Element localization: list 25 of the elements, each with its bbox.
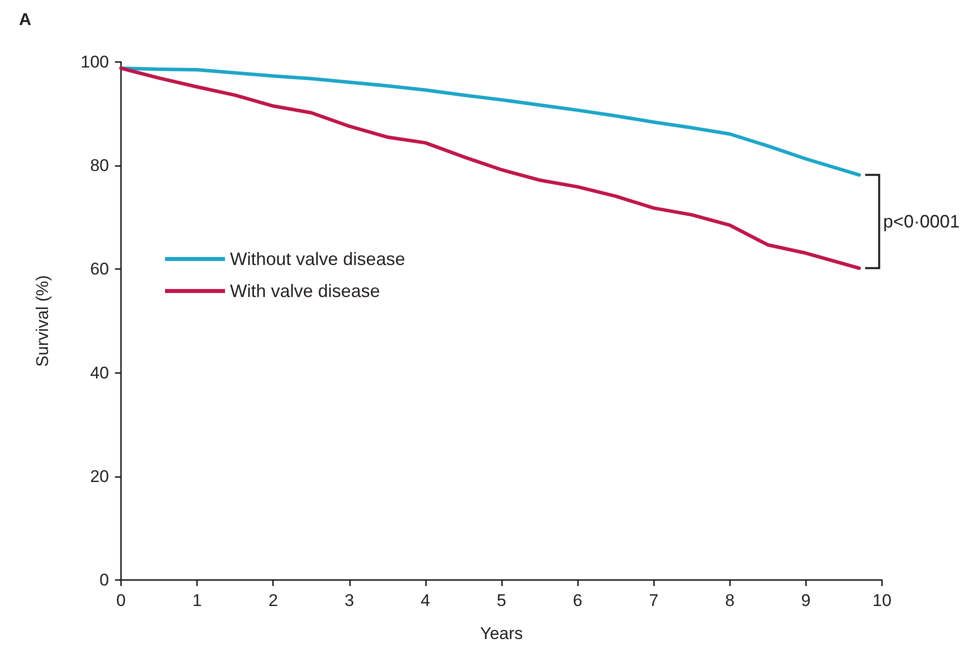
y-tick-label: 0	[100, 570, 109, 590]
x-tick-label: 5	[496, 591, 506, 610]
x-tick-label: 7	[648, 591, 658, 610]
chart-title: A	[19, 10, 32, 29]
x-tick-label: 4	[420, 591, 430, 610]
y-tick-label: 80	[90, 156, 109, 176]
y-axis-title: Survival (%)	[33, 275, 52, 367]
y-tick-label: 40	[90, 363, 109, 382]
y-tick-label: 60	[90, 260, 109, 279]
x-tick-label: 6	[572, 591, 582, 610]
x-axis-title: Years	[480, 624, 523, 643]
x-tick-label: 10	[872, 591, 892, 610]
x-tick-label: 2	[268, 591, 278, 610]
x-tick-label: 9	[801, 591, 811, 610]
x-tick-label: 8	[725, 591, 735, 610]
x-tick-label: 0	[116, 591, 126, 610]
legend-label: With valve disease	[230, 281, 380, 301]
y-tick-label: 20	[90, 466, 109, 486]
line-series	[119, 66, 861, 177]
x-tick-label: 1	[192, 591, 202, 610]
line-series	[119, 66, 861, 270]
legend-label: Without valve disease	[230, 249, 406, 269]
y-tick-label: 100	[80, 52, 109, 72]
text: p<0·0001	[883, 212, 960, 232]
x-tick-label: 3	[344, 591, 354, 610]
